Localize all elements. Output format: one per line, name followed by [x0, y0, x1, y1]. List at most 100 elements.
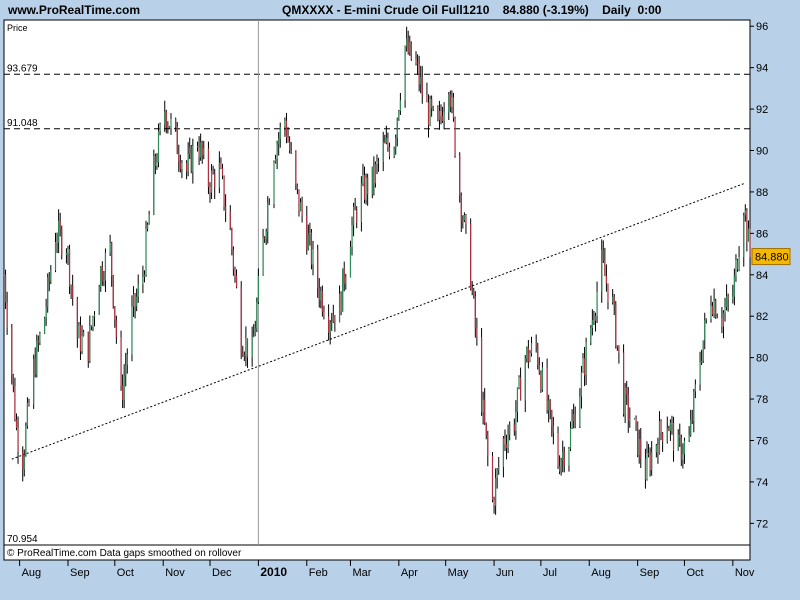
candle-body: [735, 260, 737, 276]
candle-body: [409, 42, 411, 53]
chart-header: www.ProRealTime.com QMXXXX - E-mini Crud…: [0, 0, 800, 20]
candle-body: [257, 275, 259, 303]
candle-body: [289, 141, 291, 151]
candle-body: [677, 434, 679, 451]
candle-body: [123, 375, 125, 400]
candle-body: [79, 325, 82, 352]
candle-body: [733, 275, 735, 297]
candle-body: [331, 321, 333, 324]
candle-body: [306, 215, 308, 250]
candle-body: [694, 384, 696, 392]
candle-body: [516, 387, 519, 412]
candle-body: [36, 340, 38, 375]
candle-body: [374, 164, 377, 184]
candle-body: [72, 285, 74, 299]
candle-body: [624, 387, 626, 415]
candle-body: [551, 410, 553, 426]
candle-body: [491, 455, 494, 501]
candle-body: [3, 274, 5, 276]
candle-body: [61, 229, 63, 256]
candle-body: [635, 418, 637, 422]
candle-body: [493, 500, 495, 506]
candle-body: [251, 337, 253, 358]
candle-body: [312, 249, 314, 265]
candle-body: [214, 173, 216, 188]
x-tick-label: Jul: [543, 567, 557, 579]
candle-body: [196, 146, 199, 148]
candle-body: [431, 98, 433, 109]
candle-body: [131, 306, 133, 355]
candle-body: [680, 437, 682, 460]
candle-body: [495, 477, 497, 506]
candle-body: [298, 189, 300, 211]
candle-body: [399, 100, 402, 111]
candle-body: [11, 327, 13, 375]
candle-body: [527, 347, 529, 362]
candle-body: [743, 215, 745, 258]
candle-body: [432, 107, 434, 109]
candle-body: [157, 131, 160, 163]
candle-body: [725, 296, 728, 308]
candle-body: [622, 352, 625, 415]
candle-body: [47, 277, 49, 308]
x-tick-label: Nov: [165, 567, 185, 579]
candle-body: [615, 303, 617, 347]
candle-body: [560, 460, 562, 472]
candle-body: [225, 206, 227, 212]
candle-body: [154, 155, 156, 167]
candle-body: [6, 302, 8, 328]
candle-body: [513, 424, 515, 431]
candle-body: [58, 220, 60, 243]
candle-body: [485, 422, 487, 436]
candle-body: [93, 314, 96, 317]
candle-body: [382, 142, 384, 162]
candle-body: [100, 267, 102, 287]
candle-body: [688, 435, 690, 441]
candle-body: [246, 338, 249, 358]
candle-body: [12, 374, 14, 387]
candle-body: [168, 126, 171, 128]
candle-body: [672, 422, 675, 451]
y-tick-label: 74: [756, 477, 768, 489]
candle-body: [627, 394, 629, 421]
candle-body: [480, 337, 483, 413]
candle-body: [518, 377, 520, 388]
candle-body: [190, 147, 192, 172]
candle-body: [574, 414, 576, 427]
candle-body: [134, 294, 136, 307]
candle-body: [616, 345, 618, 347]
candle-body: [679, 434, 681, 438]
candle-body: [462, 220, 464, 222]
candle-body: [284, 120, 286, 128]
candle-body: [596, 291, 598, 316]
candle-body: [203, 148, 205, 156]
candle-body: [235, 275, 238, 288]
candle-body: [579, 396, 581, 427]
candle-body: [557, 433, 559, 467]
candle-body: [655, 444, 657, 453]
candle-body: [473, 289, 475, 297]
x-tick-label: Jun: [496, 567, 514, 579]
candle-body: [156, 162, 158, 167]
candle-body: [256, 302, 258, 329]
candle-body: [568, 448, 570, 466]
y-tick-label: 94: [756, 63, 768, 75]
candle-body: [352, 206, 355, 226]
candle-body: [89, 325, 91, 362]
candle-body: [207, 148, 210, 188]
candle-body: [287, 137, 289, 142]
candle-body: [240, 287, 242, 354]
candle-body: [396, 118, 398, 138]
candle-body: [82, 331, 85, 337]
candle-body: [421, 77, 423, 95]
candle-body: [109, 242, 111, 253]
candle-body: [179, 161, 181, 170]
candle-body: [601, 249, 603, 292]
candle-body: [373, 166, 375, 184]
candle-body: [220, 162, 222, 169]
candle-body: [393, 148, 395, 157]
candle-body: [209, 187, 211, 193]
candle-body: [530, 342, 533, 354]
site-url[interactable]: www.ProRealTime.com: [8, 3, 141, 17]
